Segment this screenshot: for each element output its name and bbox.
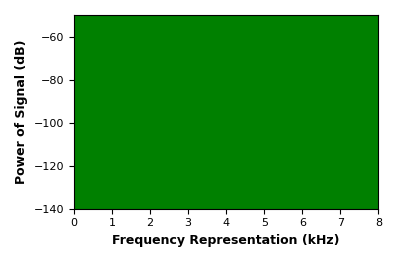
Y-axis label: Power of Signal (dB): Power of Signal (dB)	[15, 40, 28, 184]
X-axis label: Frequency Representation (kHz): Frequency Representation (kHz)	[112, 234, 340, 247]
